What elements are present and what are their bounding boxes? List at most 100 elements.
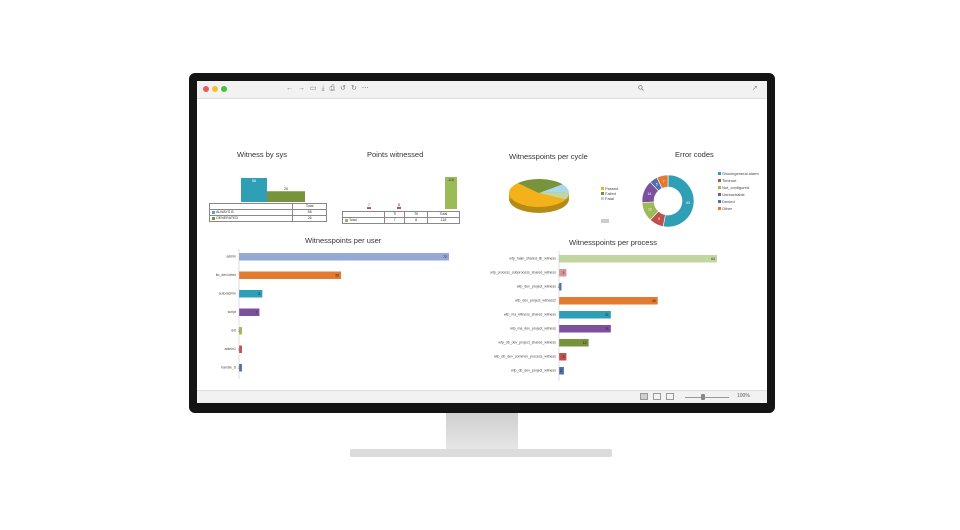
bar xyxy=(559,283,562,291)
chart-witnesspoints-per-process: wfp_main_shared_lib_witness 64 wfp_process… xyxy=(490,251,717,381)
print-icon[interactable]: ⎙ xyxy=(329,85,337,92)
tick-label: wfp_db_dev_common_process_witness xyxy=(494,355,556,359)
bar xyxy=(559,339,589,347)
chart-title-witness-by-sys: Witness by sys xyxy=(237,150,288,159)
tick-label: wfp_db_dev_project_witness xyxy=(511,369,556,373)
legend-item: Timeout xyxy=(718,178,759,183)
chart-title-witnesspoints-per-cycle: Witnesspoints per cycle xyxy=(509,152,588,161)
table-row-label: GENERATED xyxy=(208,215,294,222)
table-cell: 118 xyxy=(427,217,460,224)
data-table-witness-by-sys: Total ALWAYS B 58 GENERATED 26 xyxy=(208,203,327,222)
data-label: 14 xyxy=(647,192,651,196)
bar xyxy=(559,311,611,319)
normal-view-button[interactable] xyxy=(640,393,648,400)
tick-label: kb_dev/other xyxy=(216,273,237,277)
more-icon[interactable]: ⋯ xyxy=(361,85,370,92)
zoom-window-button[interactable] xyxy=(221,86,227,92)
data-label: 1 xyxy=(558,285,560,289)
table-row-label: Total xyxy=(341,217,386,224)
zoom-slider-thumb[interactable] xyxy=(701,394,705,400)
chart-witness-by-sys: 58 26 xyxy=(241,178,305,202)
legend-item: Denied xyxy=(718,199,759,204)
data-label: 21 xyxy=(605,313,609,317)
tick-label: auto/admin xyxy=(219,292,236,296)
data-label: 26 xyxy=(284,187,288,191)
bar xyxy=(241,178,267,202)
tick-label: admin xyxy=(226,255,236,259)
tick-label: wfp_ma_witness_shared_witness xyxy=(504,313,556,317)
back-icon[interactable]: ← xyxy=(286,85,294,92)
bar xyxy=(559,367,564,375)
legend-item: Unreachable xyxy=(718,192,759,197)
legend-item: Not_configured xyxy=(718,185,759,190)
bar xyxy=(267,191,305,202)
bar xyxy=(239,345,242,353)
page-break-view-button[interactable] xyxy=(666,393,674,400)
tick-label: handle_S xyxy=(221,366,236,370)
bar xyxy=(239,271,342,279)
data-label: 58 xyxy=(252,179,256,183)
data-label: 8 xyxy=(258,292,260,296)
bar xyxy=(559,255,717,263)
legend-item: Failed xyxy=(601,191,618,196)
chart-witnesspoints-per-user: admin 72 kb_dev/other 35 auto/admin 8 script 7 d… xyxy=(216,249,449,379)
data-label: 72 xyxy=(443,255,447,259)
data-label: 8 xyxy=(398,203,400,207)
chart-title-error-codes: Error codes xyxy=(675,150,714,159)
donut-slice xyxy=(656,174,669,189)
bar xyxy=(239,290,263,298)
pin-icon[interactable]: ➚ xyxy=(752,85,758,92)
data-label: 9 xyxy=(658,217,660,221)
data-label: 2 xyxy=(560,369,562,373)
monitor-stand-neck xyxy=(446,413,518,451)
tick-label: wfp_ma_dev_project_witness xyxy=(510,327,556,331)
sidebar-toggle-icon[interactable]: ▭ xyxy=(309,85,318,92)
bar xyxy=(367,207,371,209)
tick-label: admin1 xyxy=(225,347,237,351)
data-label: 64 xyxy=(711,257,715,261)
page-layout-view-button[interactable] xyxy=(653,393,661,400)
data-label: 7 xyxy=(368,203,370,207)
forward-icon[interactable]: → xyxy=(297,85,306,92)
monitor-bezel: ← → ▭ ⤓ ⎙ ↺ ↻ ⋯ ➚ Witness by sys 58 26 To… xyxy=(189,73,775,413)
tick-label: script xyxy=(228,310,236,314)
cycle-scroll-control[interactable] xyxy=(601,219,609,223)
tick-label: wfp_dev_project_witness xyxy=(517,285,556,289)
chart-title-witnesspoints-per-process: Witnesspoints per process xyxy=(569,238,657,247)
zoom-slider-track[interactable] xyxy=(685,397,729,398)
chart-title-witnesspoints-per-user: Witnesspoints per user xyxy=(305,236,382,245)
search-icon[interactable] xyxy=(638,85,644,91)
bar xyxy=(559,353,567,361)
close-window-button[interactable] xyxy=(203,86,209,92)
bar xyxy=(239,308,260,316)
data-label: 35 xyxy=(335,274,339,278)
minimize-window-button[interactable] xyxy=(212,86,218,92)
cycle-legend: Passed Failed Fatal xyxy=(601,186,618,201)
bar xyxy=(239,327,242,335)
pie-slice xyxy=(509,183,566,207)
bar xyxy=(559,325,611,333)
toolbar: ← → ▭ ⤓ ⎙ ↺ ↻ ⋯ xyxy=(286,84,371,93)
data-label: 7 xyxy=(255,311,257,315)
data-label: 3 xyxy=(562,271,564,275)
legend-item: Fatal xyxy=(601,196,618,201)
undo-icon[interactable]: ↺ xyxy=(340,85,347,92)
chart-witnesspoints-per-cycle xyxy=(509,179,569,213)
save-icon[interactable]: ⤓ xyxy=(321,85,326,92)
pie-slice xyxy=(539,192,569,200)
bar xyxy=(239,253,449,261)
redo-icon[interactable]: ↻ xyxy=(350,85,358,92)
pie-slice xyxy=(539,184,569,193)
table-cell: 8 xyxy=(404,217,429,224)
legend-item: Other xyxy=(718,206,759,211)
tick-label: wfp_dev_project_witness2 xyxy=(515,299,556,303)
title-bar: ← → ▭ ⤓ ⎙ ↺ ↻ ⋯ ➚ xyxy=(197,81,767,99)
bar xyxy=(559,269,567,277)
zoom-label: 100% xyxy=(737,393,750,399)
data-label: 12 xyxy=(648,208,652,212)
data-label: 40 xyxy=(652,299,656,303)
legend-item: Shock/general alarm xyxy=(718,171,759,176)
bar xyxy=(239,364,242,372)
status-bar: 100% xyxy=(197,390,767,403)
donut-slice xyxy=(662,174,695,228)
